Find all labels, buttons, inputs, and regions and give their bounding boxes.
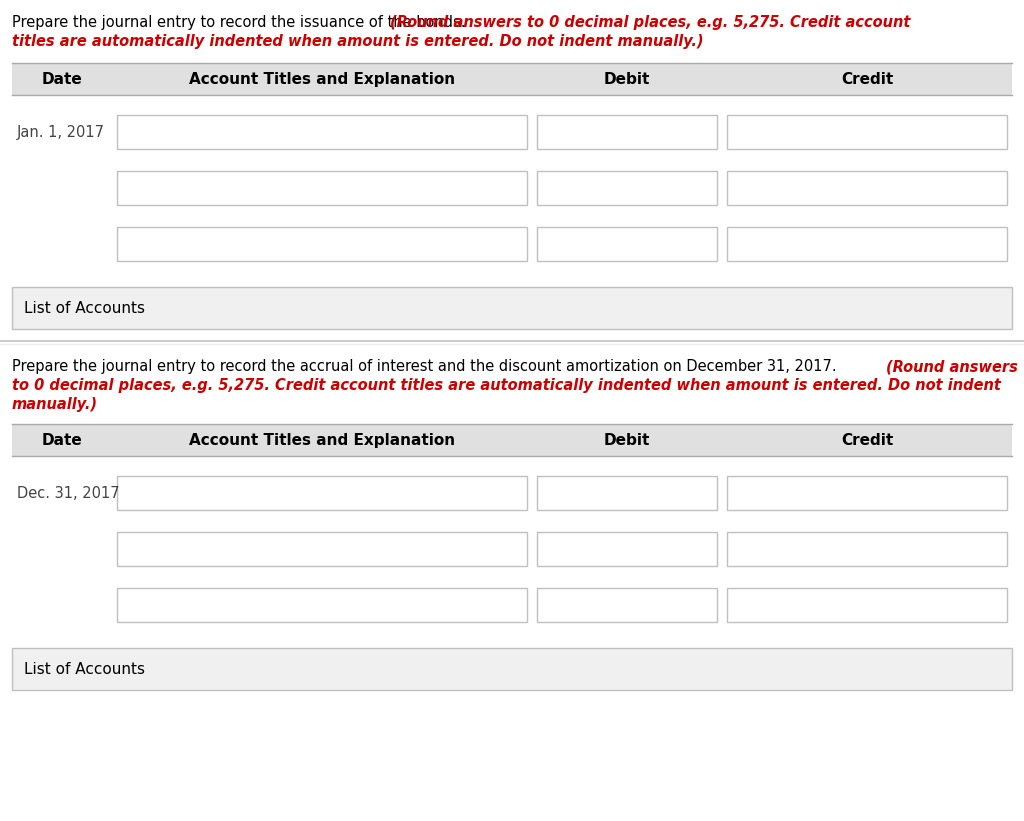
Bar: [12, 648, 1012, 690]
Text: Jan. 1, 2017: Jan. 1, 2017: [17, 125, 105, 140]
Text: Date: Date: [42, 71, 82, 86]
Bar: [537, 532, 717, 566]
Bar: [727, 115, 1007, 149]
Bar: [537, 588, 717, 622]
Text: Dec. 31, 2017: Dec. 31, 2017: [17, 485, 120, 501]
Text: manually.): manually.): [12, 397, 98, 412]
Bar: [12, 424, 1012, 456]
Text: Account Titles and Explanation: Account Titles and Explanation: [189, 433, 455, 447]
Bar: [727, 588, 1007, 622]
Text: titles are automatically indented when amount is entered. Do not indent manually: titles are automatically indented when a…: [12, 34, 703, 49]
Bar: [12, 63, 1012, 95]
Bar: [727, 227, 1007, 261]
Text: Prepare the journal entry to record the accrual of interest and the discount amo: Prepare the journal entry to record the …: [12, 359, 842, 374]
Bar: [537, 227, 717, 261]
Bar: [12, 287, 1012, 329]
Text: Debit: Debit: [604, 433, 650, 447]
Text: Credit: Credit: [841, 71, 893, 86]
Bar: [727, 532, 1007, 566]
Text: List of Accounts: List of Accounts: [24, 662, 145, 677]
Text: List of Accounts: List of Accounts: [24, 300, 145, 315]
Bar: [117, 588, 527, 622]
Bar: [117, 115, 527, 149]
Bar: [537, 171, 717, 205]
Bar: [727, 476, 1007, 510]
Bar: [117, 227, 527, 261]
Bar: [537, 115, 717, 149]
Text: (Round answers: (Round answers: [886, 359, 1018, 374]
Bar: [727, 171, 1007, 205]
Bar: [537, 476, 717, 510]
Text: (Round answers to 0 decimal places, e.g. 5,275. Credit account: (Round answers to 0 decimal places, e.g.…: [390, 15, 910, 30]
Bar: [117, 171, 527, 205]
Text: Credit: Credit: [841, 433, 893, 447]
Text: to 0 decimal places, e.g. 5,275. Credit account titles are automatically indente: to 0 decimal places, e.g. 5,275. Credit …: [12, 378, 1000, 393]
Text: Account Titles and Explanation: Account Titles and Explanation: [189, 71, 455, 86]
Text: Debit: Debit: [604, 71, 650, 86]
Bar: [117, 532, 527, 566]
Bar: [117, 476, 527, 510]
Text: Date: Date: [42, 433, 82, 447]
Text: Prepare the journal entry to record the issuance of the bonds.: Prepare the journal entry to record the …: [12, 15, 470, 30]
